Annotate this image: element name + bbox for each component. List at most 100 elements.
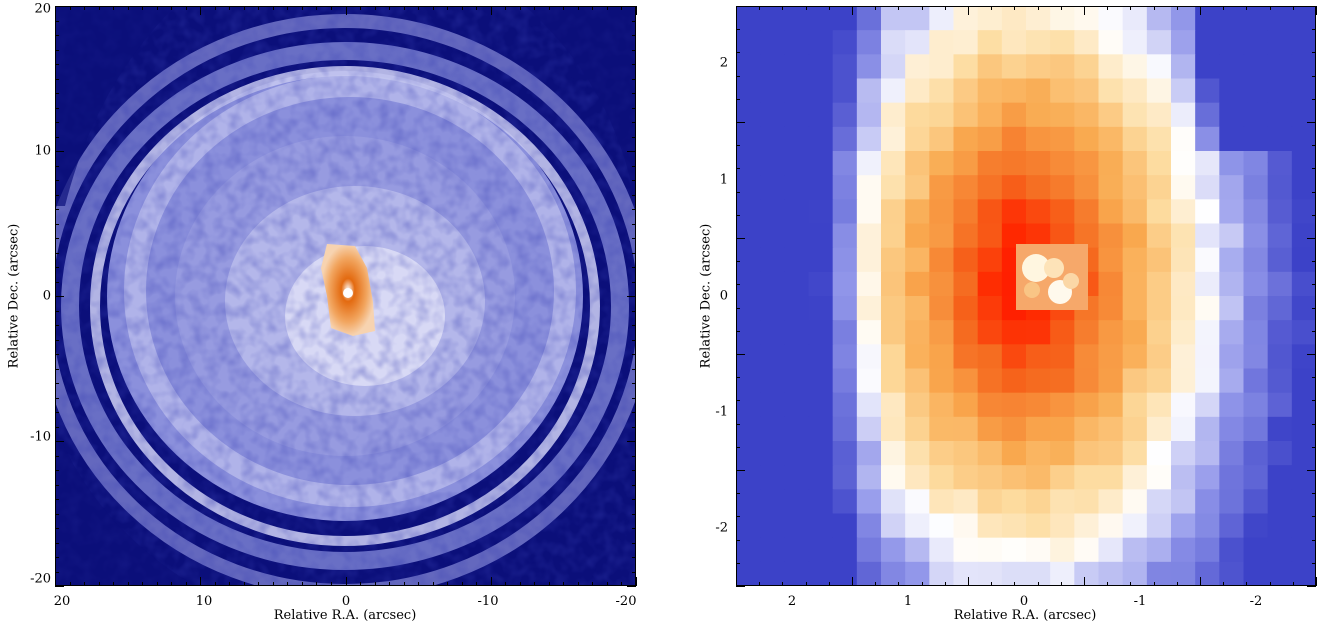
heatmap-pixel [1026, 344, 1051, 370]
heatmap-pixel [977, 199, 1003, 225]
heatmap-pixel [1291, 441, 1316, 466]
heatmap-pixel [1195, 561, 1220, 586]
heatmap-pixel [808, 223, 834, 249]
heatmap-pixel [784, 368, 810, 394]
heatmap-pixel [808, 247, 834, 273]
heatmap-pixel [1195, 441, 1220, 466]
axis-tick [1269, 582, 1271, 586]
axis-tick [606, 582, 608, 586]
axis-tick [968, 577, 969, 586]
left-x-tick-label: -10 [477, 594, 499, 609]
heatmap-pixel [1122, 513, 1148, 539]
axis-tick [759, 6, 761, 10]
heatmap-pixel [760, 561, 785, 586]
heatmap-pixel [856, 392, 882, 418]
heatmap-pixel [1074, 102, 1100, 128]
heatmap-pixel [881, 465, 906, 490]
heatmap-pixel [1122, 296, 1148, 321]
axis-tick [69, 582, 71, 586]
axis-tick [632, 426, 636, 428]
right-x-tick-label: -2 [1249, 594, 1263, 609]
heatmap-pixel [832, 368, 858, 394]
heatmap-pixel [736, 102, 761, 128]
heatmap-pixel [832, 271, 858, 297]
axis-tick [301, 582, 303, 586]
heatmap-pixel [1195, 247, 1220, 273]
axis-tick [1312, 493, 1316, 495]
axis-tick [1312, 400, 1316, 402]
axis-tick [736, 423, 740, 425]
heatmap-pixel [1195, 392, 1220, 418]
axis-tick [1107, 582, 1109, 586]
axis-tick [214, 582, 216, 586]
right-y-tick-label: -1 [715, 404, 728, 420]
axis-tick [1312, 330, 1316, 332]
axis-tick [243, 6, 245, 10]
heatmap-pixel [953, 416, 979, 442]
axis-tick [113, 582, 115, 586]
heatmap-pixel [1219, 344, 1245, 370]
heatmap-pixel [953, 247, 979, 273]
heatmap-pixel [1098, 175, 1124, 200]
heatmap-pixel [1146, 513, 1172, 539]
heatmap-pixel [1267, 344, 1293, 370]
left-x-tick-label: -20 [615, 594, 637, 609]
heatmap-pixel [1195, 368, 1220, 394]
axis-tick [432, 6, 434, 10]
heatmap-pixel [1098, 392, 1124, 418]
axis-tick [736, 29, 740, 31]
heatmap-pixel [808, 151, 834, 176]
axis-tick [1153, 582, 1155, 586]
axis-tick [55, 209, 59, 210]
heatmap-pixel [953, 561, 979, 586]
heatmap-pixel [856, 513, 882, 539]
axis-tick [636, 6, 637, 15]
heatmap-pixel [832, 296, 858, 321]
heatmap-pixel [1146, 465, 1172, 490]
axis-tick [563, 582, 565, 586]
axis-tick [345, 6, 347, 15]
heatmap-pixel [760, 368, 785, 394]
axis-tick [632, 339, 636, 341]
heatmap-pixel [1291, 126, 1316, 152]
heatmap-pixel [808, 320, 834, 345]
axis-tick [736, 330, 740, 332]
heatmap-pixel [1243, 441, 1269, 466]
heatmap-pixel [881, 199, 906, 225]
axis-tick [632, 455, 636, 457]
heatmap-pixel [953, 271, 979, 297]
heatmap-pixel [881, 441, 906, 466]
axis-tick [55, 267, 59, 268]
heatmap-pixel [808, 199, 834, 225]
heatmap-pixel [1146, 30, 1172, 55]
axis-tick [55, 513, 59, 515]
heatmap-pixel [1146, 6, 1172, 31]
heatmap-pixel [1122, 320, 1148, 345]
axis-tick [1037, 6, 1039, 10]
heatmap-pixel [977, 368, 1003, 394]
heatmap-pixel [760, 320, 785, 345]
heatmap-pixel [881, 126, 906, 152]
heatmap-pixel [1001, 537, 1027, 563]
heatmap-pixel [1267, 537, 1293, 563]
axis-tick [55, 194, 59, 196]
heatmap-pixel [784, 6, 810, 31]
axis-tick [55, 49, 59, 51]
heatmap-pixel [1098, 271, 1124, 297]
axis-tick [534, 6, 536, 10]
axis-tick [805, 582, 807, 586]
heatmap-pixel [1098, 247, 1124, 273]
heatmap-pixel [953, 392, 979, 418]
axis-tick [1312, 98, 1316, 100]
axis-tick [287, 6, 289, 10]
heatmap-pixel [1171, 199, 1196, 225]
heatmap-pixel [832, 320, 858, 345]
heatmap-pixel [808, 416, 834, 442]
axis-tick [632, 238, 636, 239]
heatmap-pixel [1098, 6, 1124, 31]
heatmap-pixel [808, 561, 834, 586]
axis-tick [55, 426, 59, 428]
heatmap-pixel [1050, 102, 1075, 128]
heatmap-pixel [760, 513, 785, 539]
right-y-axis-title: Relative Dec. (arcsec) [698, 223, 714, 369]
